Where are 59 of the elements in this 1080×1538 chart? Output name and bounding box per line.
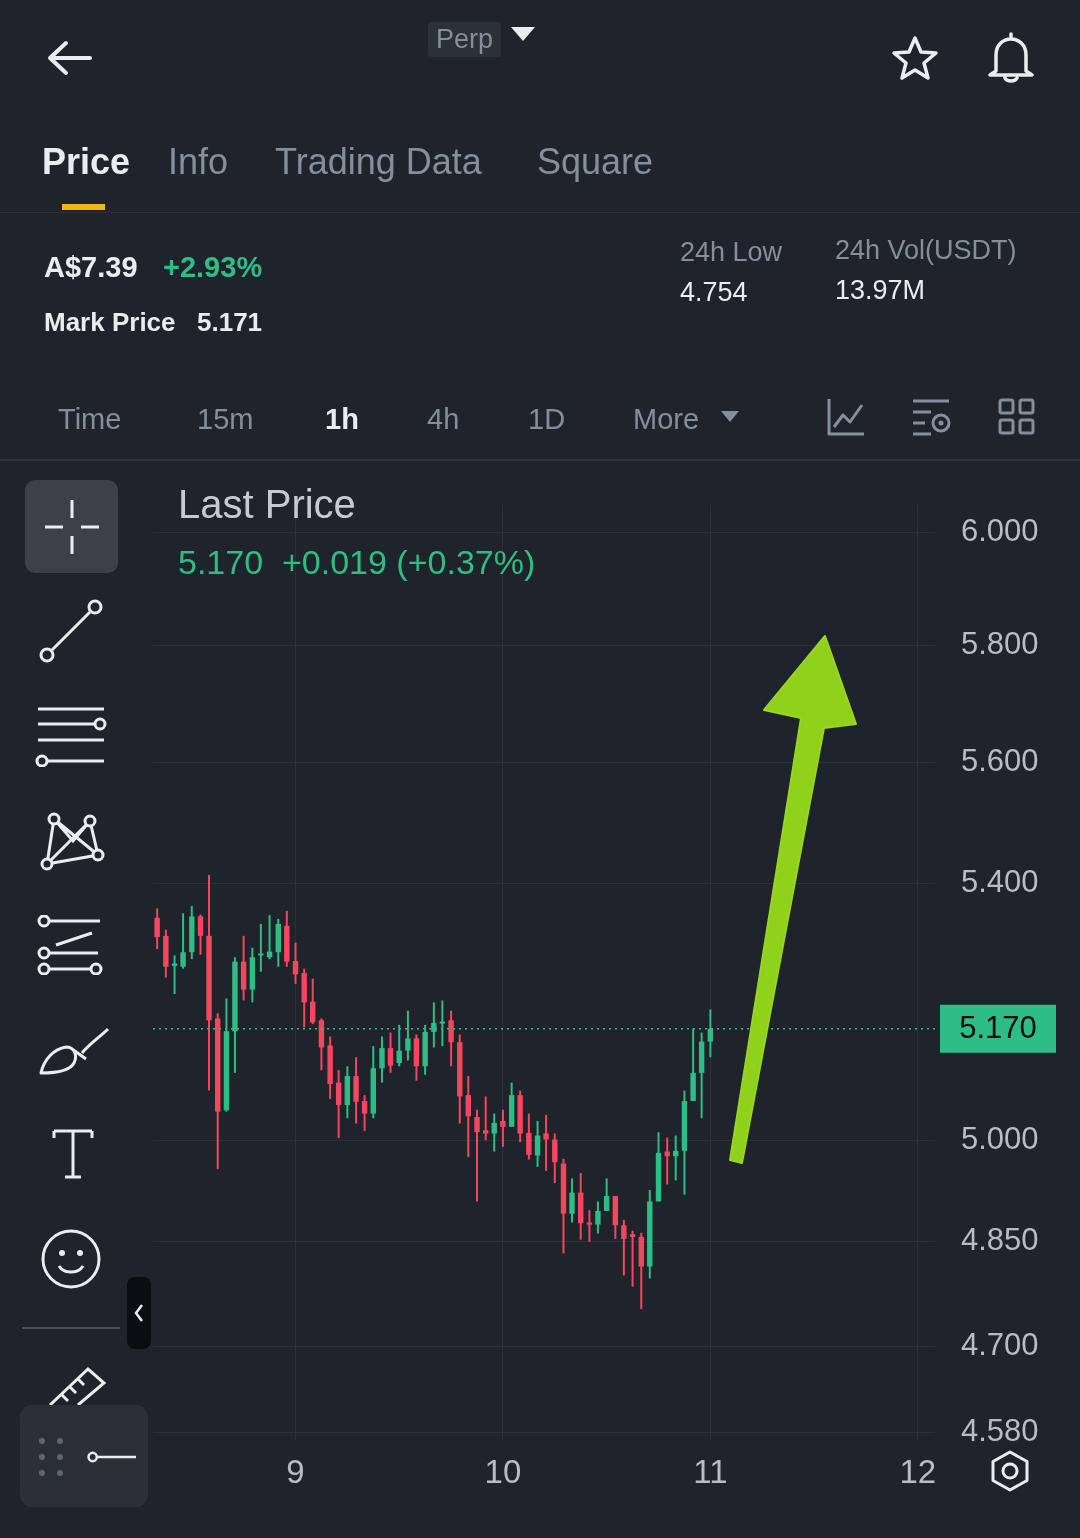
candlestick	[180, 912, 186, 970]
candlestick	[379, 1035, 385, 1084]
text: Mark Price	[44, 307, 176, 337]
x-tick-label: 9	[286, 1452, 305, 1490]
candlestick	[448, 1009, 454, 1068]
candlestick	[292, 941, 299, 985]
y-tick-label: 4.580	[961, 1413, 1039, 1449]
text: 5.170 +0.019 (+0.37%)	[178, 543, 536, 581]
y-tick-label: 5.400	[961, 864, 1039, 900]
text: 24h Vol(USDT)	[835, 235, 1017, 265]
text: 13.97M	[835, 275, 926, 305]
y-tick-label: 5.800	[961, 625, 1039, 661]
text: Square	[537, 141, 654, 182]
y-tick-label: 4.700	[961, 1327, 1039, 1363]
candlestick	[361, 1094, 368, 1132]
text: 1h	[325, 403, 359, 435]
candlestick	[595, 1200, 601, 1235]
candlestick	[586, 1209, 593, 1243]
text: 5.171	[197, 307, 263, 337]
chart-title: Last Price	[178, 482, 356, 526]
candlestick	[474, 1108, 480, 1203]
text: Info	[168, 141, 229, 182]
candlestick	[603, 1177, 610, 1212]
ref-line-label: 5.170	[959, 1010, 1037, 1046]
candlestick	[197, 913, 204, 956]
candlestick	[526, 1112, 532, 1161]
text: +2.93%	[163, 251, 263, 283]
text: 24h Low	[680, 237, 783, 267]
text: A$7.39	[44, 251, 138, 283]
y-tick-label: 5.000	[961, 1120, 1039, 1156]
x-tick-label: 10	[484, 1452, 522, 1490]
text: 4h	[427, 403, 460, 435]
text: 15m	[197, 403, 254, 435]
text: 4.754	[680, 277, 748, 307]
text: Perp	[428, 22, 502, 57]
x-tick-label: 11	[693, 1452, 728, 1490]
candlestick	[500, 1108, 506, 1148]
candlestick	[629, 1229, 636, 1288]
y-tick-label: 5.600	[961, 742, 1039, 778]
y-tick-label: 6.000	[961, 512, 1039, 548]
candlestick	[387, 1031, 394, 1074]
text: Trading Data	[275, 141, 482, 182]
candlestick	[310, 977, 316, 1026]
candlestick	[534, 1119, 541, 1168]
candlestick	[465, 1075, 471, 1158]
text: Price	[42, 141, 131, 182]
x-tick-label: 12	[899, 1452, 937, 1490]
y-tick-label: 4.850	[961, 1222, 1039, 1258]
candlestick	[569, 1177, 575, 1224]
candlestick	[154, 907, 160, 951]
candlestick	[621, 1218, 627, 1277]
candlestick	[491, 1112, 497, 1153]
text: 1D	[528, 403, 566, 435]
candlestick	[543, 1113, 549, 1172]
candlestick	[335, 1069, 342, 1140]
text: Time	[58, 403, 122, 435]
candlestick	[483, 1095, 489, 1142]
text: More	[633, 403, 700, 435]
candlestick	[258, 922, 264, 973]
